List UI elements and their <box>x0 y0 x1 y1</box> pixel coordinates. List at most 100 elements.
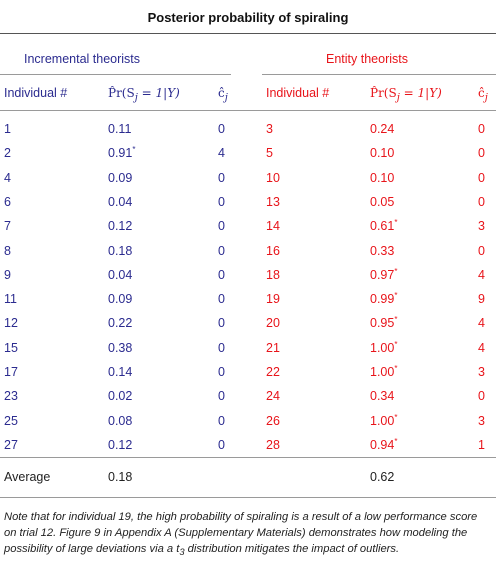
entity-individual-id: 5 <box>266 146 273 160</box>
average-incremental: 0.18 <box>108 470 133 484</box>
entity-count: 0 <box>478 171 485 185</box>
incremental-count: 0 <box>218 292 225 306</box>
entity-count: 4 <box>478 316 485 330</box>
incremental-individual-id: 9 <box>4 268 11 282</box>
incremental-count: 0 <box>218 316 225 330</box>
entity-individual-id: 13 <box>266 195 280 209</box>
header-rule <box>0 110 496 111</box>
entity-count: 0 <box>478 389 485 403</box>
incremental-count: 0 <box>218 171 225 185</box>
incremental-individual-id: 1 <box>4 122 11 136</box>
incremental-individual-id: 23 <box>4 389 18 403</box>
incremental-individual-id: 11 <box>4 292 17 306</box>
entity-probability: 0.33 <box>370 244 395 258</box>
entity-count: 0 <box>478 195 485 209</box>
entity-individual-id: 19 <box>266 292 280 306</box>
entity-count: 0 <box>478 146 485 160</box>
entity-probability: 0.99* <box>370 290 398 306</box>
incremental-individual-id: 4 <box>4 171 11 185</box>
incremental-probability: 0.22 <box>108 316 133 330</box>
group-label-entity: Entity theorists <box>326 52 408 66</box>
entity-count: 3 <box>478 219 485 233</box>
incremental-probability: 0.14 <box>108 365 133 379</box>
entity-count: 9 <box>478 292 485 306</box>
incremental-count: 0 <box>218 414 225 428</box>
significance-star: * <box>394 314 398 324</box>
entity-count: 3 <box>478 414 485 428</box>
entity-count: 0 <box>478 122 485 136</box>
entity-count: 4 <box>478 341 485 355</box>
incremental-individual-id: 8 <box>4 244 11 258</box>
significance-star: * <box>132 144 136 154</box>
header-prob-incremental: P̂r(Sj = 1|Y) <box>108 86 180 104</box>
entity-probability: 0.94* <box>370 436 398 452</box>
entity-count: 4 <box>478 268 485 282</box>
group-label-incremental: Incremental theorists <box>24 52 141 66</box>
incremental-probability: 0.09 <box>108 292 133 306</box>
incremental-probability: 0.12 <box>108 438 133 452</box>
entity-probability: 0.10 <box>370 146 395 160</box>
entity-individual-id: 3 <box>266 122 273 136</box>
entity-probability: 0.24 <box>370 122 395 136</box>
entity-probability: 1.00* <box>370 412 398 428</box>
incremental-probability: 0.38 <box>108 341 133 355</box>
incremental-probability: 0.18 <box>108 244 133 258</box>
entity-count: 3 <box>478 365 485 379</box>
header-c-entity: ĉj <box>478 86 488 104</box>
body-rule <box>0 457 496 458</box>
incremental-count: 0 <box>218 219 225 233</box>
header-c-incremental: ĉj <box>218 86 228 104</box>
incremental-count: 0 <box>218 122 225 136</box>
incremental-individual-id: 6 <box>4 195 11 209</box>
incremental-probability: 0.08 <box>108 414 133 428</box>
significance-star: * <box>394 217 398 227</box>
average-rule <box>0 497 496 498</box>
entity-individual-id: 20 <box>266 316 280 330</box>
header-individual-entity: Individual # <box>266 86 330 100</box>
incremental-count: 0 <box>218 268 225 282</box>
entity-probability: 0.05 <box>370 195 395 209</box>
group-rule-entity <box>262 74 496 75</box>
incremental-individual-id: 17 <box>4 365 18 379</box>
significance-star: * <box>394 290 398 300</box>
entity-probability: 0.34 <box>370 389 395 403</box>
entity-individual-id: 14 <box>266 219 280 233</box>
incremental-probability: 0.04 <box>108 195 133 209</box>
header-prob-entity: P̂r(Sj = 1|Y) <box>370 86 442 104</box>
entity-individual-id: 21 <box>266 341 280 355</box>
significance-star: * <box>394 363 398 373</box>
entity-probability: 0.97* <box>370 266 398 282</box>
incremental-individual-id: 2 <box>4 146 11 160</box>
entity-individual-id: 24 <box>266 389 280 403</box>
significance-star: * <box>394 339 398 349</box>
average-label: Average <box>4 470 51 484</box>
entity-individual-id: 18 <box>266 268 280 282</box>
entity-probability: 1.00* <box>370 339 398 355</box>
average-entity: 0.62 <box>370 470 395 484</box>
entity-individual-id: 16 <box>266 244 280 258</box>
incremental-individual-id: 7 <box>4 219 11 233</box>
significance-star: * <box>394 436 398 446</box>
incremental-count: 0 <box>218 341 225 355</box>
entity-probability: 0.61* <box>370 217 398 233</box>
significance-star: * <box>394 266 398 276</box>
incremental-count: 4 <box>218 146 225 160</box>
incremental-individual-id: 12 <box>4 316 18 330</box>
incremental-count: 0 <box>218 438 225 452</box>
incremental-count: 0 <box>218 389 225 403</box>
entity-count: 1 <box>478 438 485 452</box>
table-title: Posterior probability of spiraling <box>147 10 349 25</box>
entity-probability: 0.10 <box>370 171 395 185</box>
header-individual-incremental: Individual # <box>4 86 68 100</box>
entity-count: 0 <box>478 244 485 258</box>
top-rule <box>0 33 496 34</box>
entity-individual-id: 28 <box>266 438 280 452</box>
entity-probability: 0.95* <box>370 314 398 330</box>
incremental-probability: 0.91* <box>108 144 136 160</box>
incremental-individual-id: 27 <box>4 438 18 452</box>
incremental-individual-id: 15 <box>4 341 18 355</box>
incremental-probability: 0.09 <box>108 171 133 185</box>
incremental-individual-id: 25 <box>4 414 18 428</box>
incremental-probability: 0.12 <box>108 219 133 233</box>
incremental-probability: 0.02 <box>108 389 133 403</box>
